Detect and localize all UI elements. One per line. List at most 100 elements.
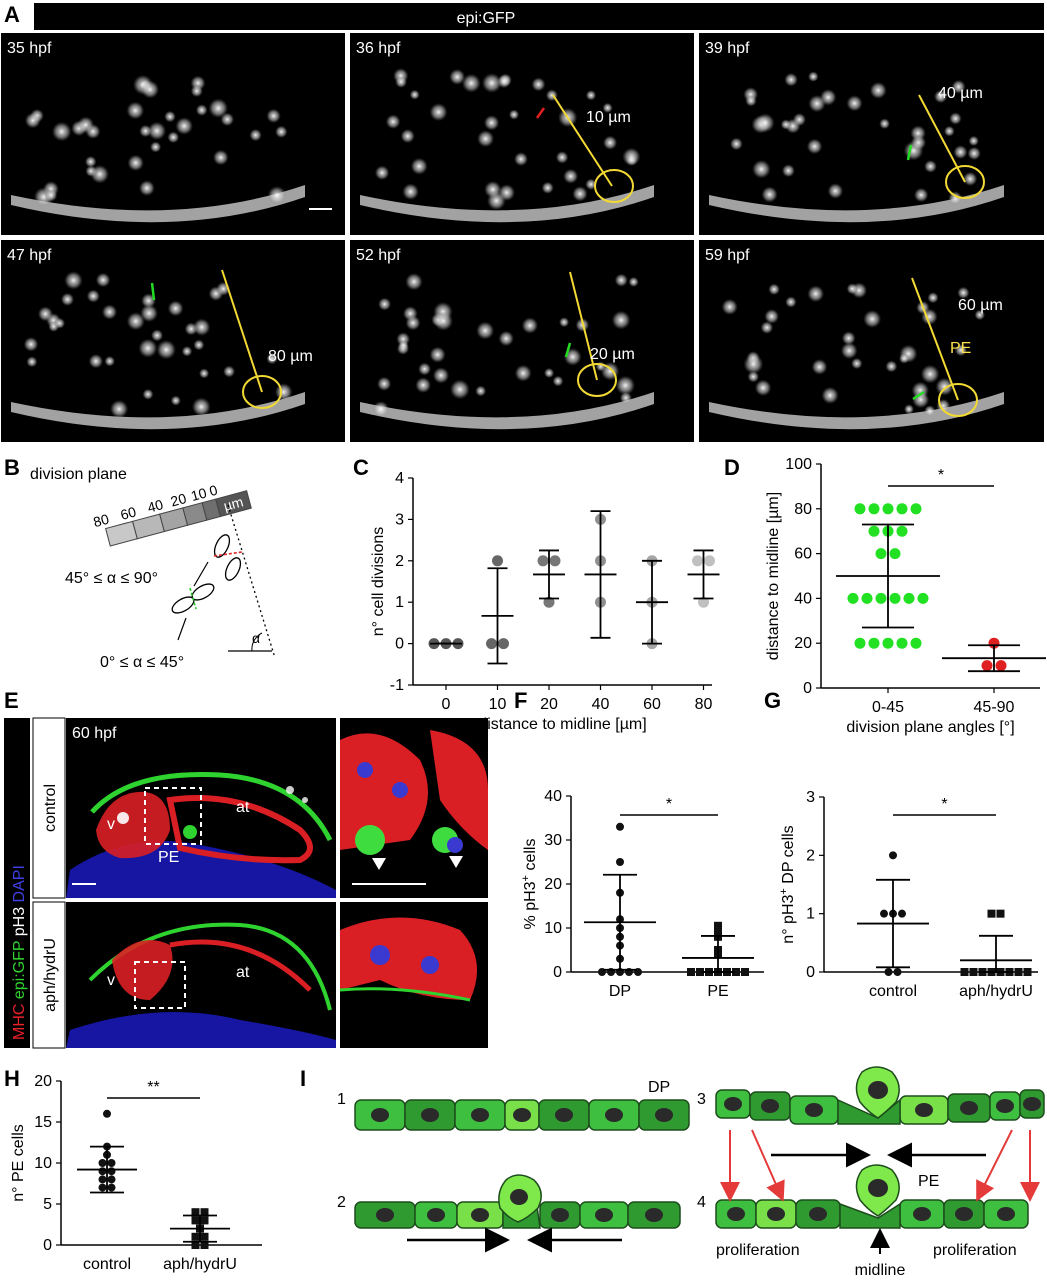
proliferation-label-left: proliferation xyxy=(716,1242,800,1259)
data-point xyxy=(492,555,503,567)
data-point xyxy=(969,968,978,976)
data-point xyxy=(696,968,704,976)
frame-distance-label: 20 µm xyxy=(590,346,635,363)
embryo-tissue-band xyxy=(360,392,654,430)
data-point xyxy=(981,660,993,672)
significance-label: ** xyxy=(147,1079,159,1096)
panel-a-header-bar xyxy=(34,3,1044,30)
step-number-4: 4 xyxy=(697,1194,706,1211)
nucleus-blob xyxy=(807,285,825,303)
nucleus-blob xyxy=(910,135,927,151)
data-point xyxy=(854,503,866,515)
cell-nucleus xyxy=(761,1099,779,1113)
nucleus-blob xyxy=(267,186,287,205)
y-tick-label: 0 xyxy=(803,680,812,697)
division-plane-red xyxy=(213,551,243,557)
nucleus-blob xyxy=(51,121,72,142)
nucleus-blob xyxy=(191,397,211,417)
nucleus-blob xyxy=(781,164,795,178)
panel-a-header: epi:GFP xyxy=(457,10,516,27)
cell-nucleus xyxy=(605,1108,623,1122)
nucleus-blob xyxy=(156,340,176,360)
pe-label: PE xyxy=(918,1173,939,1190)
nucleus-blob xyxy=(879,118,890,130)
x-tick-label: control xyxy=(83,1256,131,1273)
stain-ph3: pH3 xyxy=(11,907,28,936)
panel-letter-b: B xyxy=(4,455,20,480)
nucleus-blob xyxy=(954,343,968,357)
nucleus-blob xyxy=(164,110,176,123)
nucleus-blob xyxy=(150,141,162,153)
frame-time-label: 35 hpf xyxy=(7,40,52,57)
cell-row-1 xyxy=(354,1099,690,1131)
nucleus-blob xyxy=(139,180,155,197)
panel-letter-i: I xyxy=(300,1066,306,1091)
panel-b-title: division plane xyxy=(30,466,127,483)
nucleus-blob xyxy=(249,128,262,142)
y-tick-label: 4 xyxy=(395,470,404,487)
division-plane-mark xyxy=(564,342,572,358)
data-point xyxy=(889,548,901,560)
nucleus-blob xyxy=(409,89,420,100)
nucleus-blob xyxy=(402,183,419,200)
panel-e-micrographs: MHC epi:GFP pH3 DAPI control aph/hydrU 6 xyxy=(4,717,488,1049)
nucleus-blob xyxy=(614,273,628,287)
cell-nucleus xyxy=(960,1101,978,1115)
nucleus-blob xyxy=(755,113,775,133)
nucleus-blob xyxy=(611,310,631,330)
frame-distance-label: 10 µm xyxy=(586,109,631,126)
nucleus-blob xyxy=(935,377,954,396)
data-point xyxy=(896,525,908,537)
cell-nucleus xyxy=(376,1208,394,1222)
nucleus-blob xyxy=(199,368,210,379)
data-point xyxy=(98,1167,107,1176)
data-point xyxy=(898,909,906,918)
nucleus-blob xyxy=(450,379,470,400)
x-tick-label: aph/hydrU xyxy=(959,983,1033,1000)
data-point xyxy=(861,592,873,604)
step-number-3: 3 xyxy=(697,1091,706,1108)
cell-nucleus xyxy=(996,1099,1014,1113)
cell-nucleus xyxy=(551,1208,569,1222)
nucleus-blob xyxy=(552,375,564,387)
panel-a-frames: 35 hpf 36 hpf 10 µm 39 hpf 40 µm 47 hpf 80 µm 5… xyxy=(1,33,1044,442)
nucleus-blob xyxy=(808,94,826,113)
aph-zoom-content xyxy=(339,917,478,1002)
nucleus-blob xyxy=(603,135,618,150)
nucleus-blob xyxy=(395,76,407,88)
nucleus-blob xyxy=(193,318,211,336)
nucleus-blob xyxy=(806,138,823,155)
data-point xyxy=(103,1109,111,1118)
y-tick-label: 10 xyxy=(544,920,562,937)
data-point xyxy=(107,1167,116,1176)
nucleus-blob xyxy=(141,293,156,309)
midline-ring xyxy=(577,363,617,397)
nucleus-blob xyxy=(761,186,778,203)
embryo-tissue-band xyxy=(11,185,305,223)
y-tick-label: 0 xyxy=(395,636,404,653)
midline-line xyxy=(221,269,263,393)
nucleus-blob xyxy=(429,346,446,363)
cell-nucleus xyxy=(724,1097,742,1111)
nucleus-blob xyxy=(88,354,104,369)
nucleus-blob xyxy=(963,171,978,186)
x-tick-label: 80 xyxy=(695,696,713,713)
nucleus-blob xyxy=(477,130,495,148)
data-point xyxy=(616,822,624,831)
nucleus-blob xyxy=(920,364,940,384)
cell-nucleus xyxy=(655,1108,673,1122)
midline-ring xyxy=(594,169,634,203)
x-tick-label: PE xyxy=(707,983,728,1000)
nucleus-blob xyxy=(924,160,937,173)
y-tick-label: 40 xyxy=(794,590,812,607)
data-point xyxy=(889,592,901,604)
nucleus-blob xyxy=(743,354,764,374)
nucleus-blob xyxy=(851,357,863,370)
chart-g: 0 1 2 3 control aph/hydrU n° pH3+ DP cells * xyxy=(778,789,1038,1000)
frame-distance-label: 60 µm xyxy=(958,297,1003,314)
nucleus-blob xyxy=(563,168,579,184)
division-plane-green xyxy=(189,587,197,610)
data-point xyxy=(868,637,880,649)
nucleus-blob xyxy=(498,330,514,347)
